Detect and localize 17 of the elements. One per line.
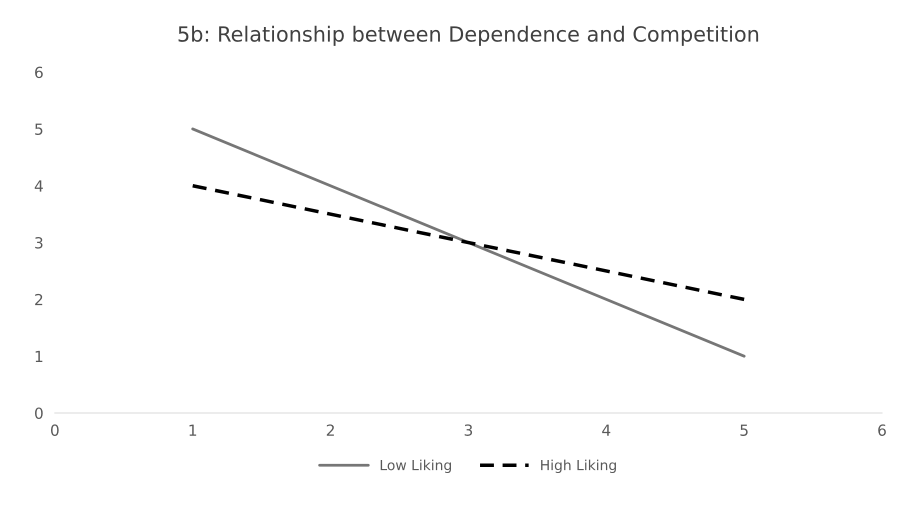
chart-title: 5b: Relationship between Dependence and Competition xyxy=(178,26,758,46)
y-tick-label: 5 xyxy=(35,124,42,135)
y-tick-label: 3 xyxy=(35,237,43,249)
y-tick-label: 0 xyxy=(35,407,43,420)
y-tick-label: 4 xyxy=(34,180,43,192)
y-tick-label: 2 xyxy=(35,294,42,306)
x-tick-label: 6 xyxy=(878,424,886,436)
legend-label: High Liking xyxy=(541,460,616,474)
legend-label: Low Liking xyxy=(380,460,451,474)
x-tick-label: 3 xyxy=(464,424,472,436)
y-tick-label: 1 xyxy=(36,350,42,362)
x-tick-label: 0 xyxy=(50,424,59,436)
x-tick-label: 2 xyxy=(326,424,334,436)
x-tick-label: 1 xyxy=(190,424,196,436)
x-tick-label: 5 xyxy=(740,424,748,436)
y-tick-label: 6 xyxy=(35,66,43,78)
x-tick-label: 4 xyxy=(602,424,610,436)
